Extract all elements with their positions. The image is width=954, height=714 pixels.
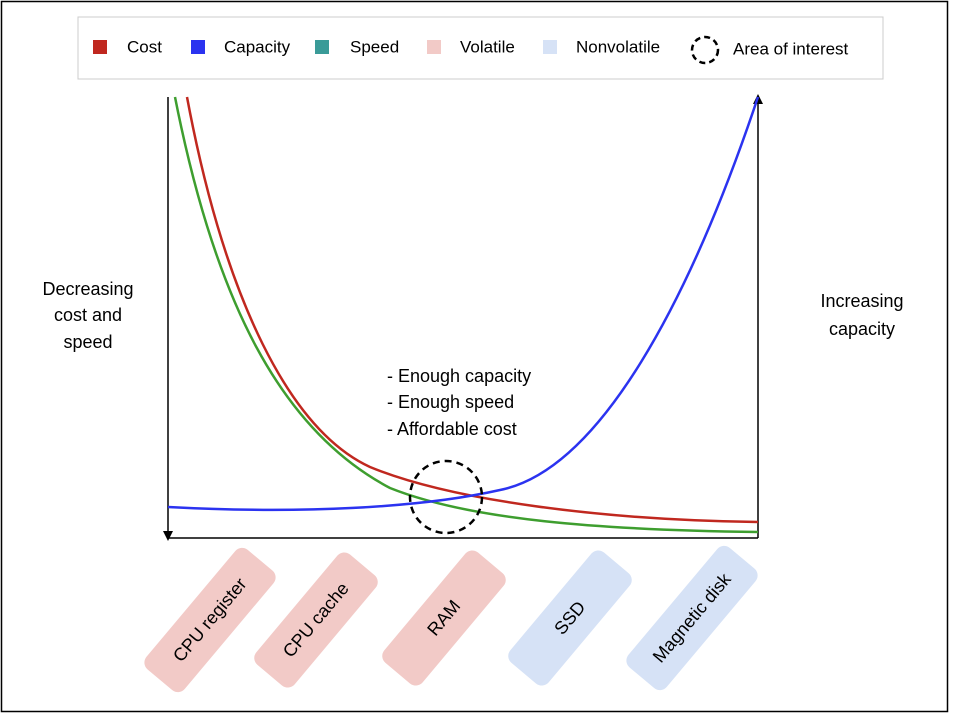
swatch-volatile — [427, 40, 441, 54]
legend-box — [77, 16, 884, 80]
legend-label: Nonvolatile — [576, 37, 660, 56]
swatch-capacity — [191, 40, 205, 54]
area-of-interest — [408, 459, 484, 535]
left-axis-label: speed — [63, 332, 112, 352]
tag-bg — [382, 550, 506, 686]
left-axis-label: cost and — [54, 305, 122, 325]
annotation: - Affordable cost — [387, 419, 517, 439]
right-axis-label: Increasing — [820, 291, 903, 311]
tag-bg — [144, 547, 276, 693]
tag-bg — [508, 550, 632, 686]
tag-bg — [254, 552, 378, 688]
capacity-curve — [167, 96, 760, 512]
speed-curve — [173, 96, 759, 534]
legend-label: Volatile — [460, 37, 515, 56]
swatch-speed — [315, 40, 329, 54]
swatch-area — [690, 35, 720, 65]
annotation: - Enough speed — [387, 392, 514, 412]
annotation: - Enough capacity — [387, 366, 531, 386]
legend: Cost Capacity Speed Volatile Nonvolatile… — [77, 16, 884, 80]
legend-label: Cost — [127, 37, 162, 56]
storage-tag: RAM — [382, 550, 506, 686]
swatch-nonvolatile — [543, 40, 557, 54]
right-axis-label: capacity — [829, 319, 895, 339]
swatch-cost — [93, 40, 107, 54]
tag-bg — [626, 545, 758, 691]
legend-label: Area of interest — [733, 39, 849, 58]
storage-tag: SSD — [508, 550, 632, 686]
legend-label: Speed — [350, 37, 399, 56]
legend-label: Capacity — [224, 37, 291, 56]
left-axis-label: Decreasing — [42, 279, 133, 299]
cost-curve — [185, 96, 759, 524]
